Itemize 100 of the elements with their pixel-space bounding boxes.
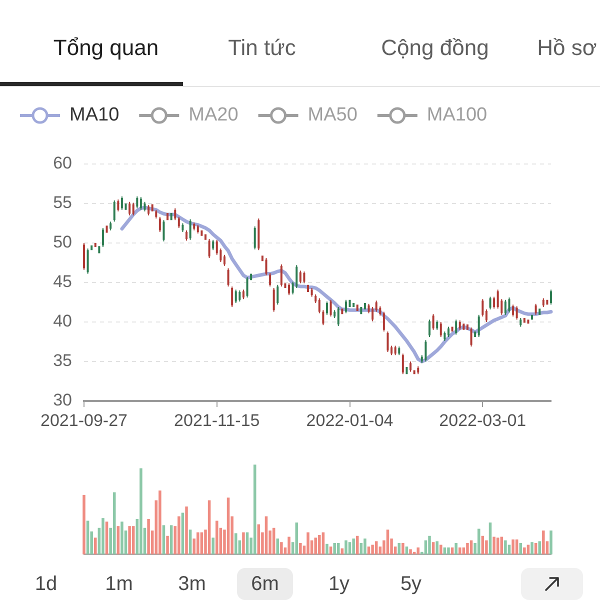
x-tick-label: 2021-09-27 [40, 410, 128, 430]
bar [86, 520, 90, 554]
legend-label: MA100 [426, 104, 488, 126]
x-tick-label: 2021-11-15 [174, 410, 260, 430]
bar [364, 538, 366, 554]
bar [112, 492, 116, 554]
bar [515, 539, 518, 554]
bar [208, 500, 211, 554]
bar [185, 506, 188, 554]
bar [508, 544, 511, 554]
bar [458, 547, 462, 554]
bar [329, 546, 332, 554]
bar [333, 542, 336, 554]
bar [188, 530, 192, 554]
bar [492, 536, 496, 554]
bar [288, 536, 290, 554]
bar [170, 525, 173, 554]
text: Cộng đồng [381, 35, 489, 61]
bar [512, 539, 514, 554]
bar [196, 532, 200, 554]
bar [462, 547, 466, 554]
bar [102, 518, 104, 554]
bar [264, 516, 268, 554]
bar [166, 536, 169, 554]
text: 1d [34, 572, 58, 596]
bar [140, 468, 142, 554]
bar [504, 540, 507, 554]
legend-label: MA50 [308, 104, 358, 126]
y-tick-label: 50 [53, 232, 72, 252]
bar [344, 540, 348, 554]
bar [120, 522, 124, 554]
text: Hồ sơ [537, 35, 597, 61]
bar [128, 526, 131, 554]
y-tick-label: 35 [53, 351, 72, 370]
bar [386, 530, 390, 554]
text: 6m [251, 572, 279, 596]
bar [234, 533, 238, 554]
bar [550, 530, 552, 554]
bar [147, 518, 150, 554]
y-tick-label: 60 [53, 154, 72, 173]
bar [216, 520, 218, 554]
bar [306, 532, 310, 554]
bar [162, 525, 166, 554]
bar [94, 538, 97, 554]
bar [523, 547, 526, 554]
y-tick-label: 55 [53, 193, 72, 212]
bar [481, 536, 484, 554]
bar [356, 536, 359, 554]
bar [200, 532, 204, 554]
bar [181, 512, 184, 554]
text: 1m [105, 572, 133, 596]
bar [485, 540, 488, 554]
text: Tin tức [228, 35, 296, 61]
bar [178, 516, 180, 554]
bar [314, 538, 317, 554]
bar [409, 549, 412, 554]
bar [526, 544, 530, 554]
bar [534, 542, 538, 554]
bar [337, 542, 340, 554]
bar [340, 548, 344, 554]
bar [318, 534, 321, 554]
bar [158, 490, 162, 554]
y-tick-label: 30 [53, 390, 72, 410]
bar [367, 546, 370, 554]
bar [466, 542, 469, 554]
bar [538, 541, 541, 554]
bar [436, 541, 438, 554]
bar [447, 547, 450, 554]
bar [253, 464, 256, 554]
bar [276, 538, 280, 554]
bar [374, 541, 378, 554]
bar [428, 536, 431, 554]
text: 3m [178, 572, 206, 596]
legend-label: MA20 [188, 104, 238, 126]
bar [212, 538, 214, 554]
bar [280, 542, 283, 554]
bar [519, 542, 522, 554]
bar [326, 544, 328, 554]
bar [496, 538, 500, 554]
legend-label: MA10 [70, 104, 120, 126]
bar [488, 522, 492, 554]
bar [542, 530, 545, 554]
text: 1y [328, 572, 350, 596]
text: 5y [400, 572, 422, 596]
bar [477, 528, 480, 554]
bar [226, 498, 230, 554]
bar [530, 542, 534, 554]
bar [371, 544, 374, 554]
bar [105, 522, 108, 554]
bar [454, 542, 458, 554]
bar [398, 542, 401, 554]
bar [416, 547, 420, 554]
bar [116, 526, 120, 554]
bar [402, 542, 404, 554]
bar [272, 528, 276, 554]
bar [470, 540, 473, 554]
bar [132, 526, 135, 554]
bar [440, 544, 442, 554]
bar [500, 536, 504, 554]
bar [299, 542, 302, 554]
